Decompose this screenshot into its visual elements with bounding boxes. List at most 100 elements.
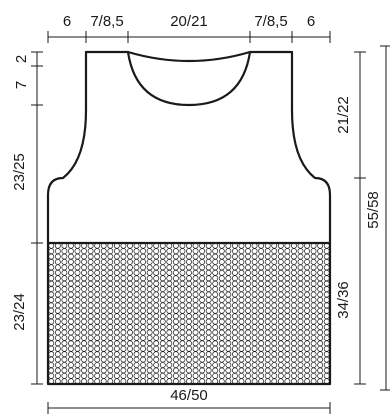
stitch-cell bbox=[251, 291, 258, 298]
stitch-cell bbox=[231, 280, 238, 287]
stitch-cell bbox=[186, 356, 192, 363]
stitch-cell bbox=[205, 372, 212, 379]
stitch-cell bbox=[166, 291, 173, 298]
stitch-cell bbox=[192, 345, 199, 352]
stitch-cell bbox=[107, 356, 114, 363]
stitch-cell bbox=[94, 286, 101, 293]
stitch-cell bbox=[153, 269, 160, 276]
stitch-cell bbox=[238, 329, 245, 336]
stitch-cell bbox=[87, 259, 94, 265]
stitch-cell bbox=[304, 345, 310, 352]
stitch-cell bbox=[107, 253, 114, 260]
stitch-cell bbox=[107, 269, 114, 276]
stitch-cell bbox=[218, 324, 225, 330]
stitch-cell bbox=[186, 264, 192, 271]
stitch-cell bbox=[297, 340, 304, 347]
stitch-cell bbox=[166, 259, 173, 265]
stitch-cell bbox=[212, 248, 219, 255]
stitch-cell bbox=[68, 259, 74, 265]
stitch-cell bbox=[166, 334, 173, 341]
stitch-cell bbox=[231, 297, 238, 303]
stitch-cell bbox=[159, 318, 166, 325]
stitch-cell bbox=[48, 324, 55, 330]
stitch-cell bbox=[212, 318, 219, 325]
stitch-cell bbox=[100, 280, 107, 287]
stitch-cell bbox=[81, 259, 87, 265]
stitch-cell bbox=[159, 302, 166, 309]
stitch-cell bbox=[146, 269, 153, 276]
stitch-cell bbox=[317, 307, 324, 314]
stitch-cell bbox=[186, 302, 192, 309]
stitch-cell bbox=[310, 318, 317, 325]
stitch-cell bbox=[251, 351, 258, 358]
stitch-cell bbox=[74, 280, 81, 287]
stitch-cell bbox=[68, 340, 74, 347]
stitch-cell bbox=[68, 302, 74, 309]
stitch-cell bbox=[81, 351, 87, 358]
stitch-cell bbox=[271, 297, 278, 303]
stitch-cell bbox=[74, 329, 81, 336]
stitch-cell bbox=[81, 329, 87, 336]
stitch-cell bbox=[100, 307, 107, 314]
stitch-cell bbox=[179, 302, 186, 309]
stitch-cell bbox=[245, 297, 251, 303]
stitch-cell bbox=[113, 253, 120, 260]
stitch-cell bbox=[127, 280, 133, 287]
stitch-cell bbox=[48, 259, 55, 265]
stitch-cell bbox=[291, 302, 297, 309]
stitch-cell bbox=[238, 264, 245, 271]
stitch-cell bbox=[74, 367, 81, 374]
stitch-cell bbox=[277, 291, 284, 298]
stitch-cell bbox=[48, 334, 55, 341]
stitch-cell bbox=[61, 345, 68, 352]
stitch-cell bbox=[192, 351, 199, 358]
stitch-cell bbox=[205, 318, 212, 325]
stitch-cell bbox=[277, 275, 284, 282]
stitch-cell bbox=[212, 307, 219, 314]
stitch-cell bbox=[87, 345, 94, 352]
stitch-cell bbox=[192, 362, 199, 368]
stitch-cell bbox=[231, 340, 238, 347]
stitch-cell bbox=[225, 345, 232, 352]
stitch-cell bbox=[186, 345, 192, 352]
stitch-cell bbox=[153, 372, 160, 379]
stitch-cell bbox=[61, 362, 68, 368]
stitch-cell bbox=[238, 280, 245, 287]
stitch-cell bbox=[245, 334, 251, 341]
stitch-cell bbox=[205, 307, 212, 314]
bottom-dimension-line bbox=[47, 402, 331, 414]
stitch-cell bbox=[186, 275, 192, 282]
stitch-cell bbox=[172, 286, 179, 293]
stitch-cell bbox=[120, 367, 127, 374]
stitch-cell bbox=[291, 297, 297, 303]
stitch-cell bbox=[87, 280, 94, 287]
stitch-cell bbox=[310, 313, 317, 320]
stitch-cell bbox=[271, 329, 278, 336]
stitch-cell bbox=[100, 275, 107, 282]
stitch-cell bbox=[133, 269, 140, 276]
stitch-cell bbox=[218, 253, 225, 260]
stitch-cell bbox=[74, 313, 81, 320]
stitch-cell bbox=[81, 318, 87, 325]
stitch-cell bbox=[54, 362, 61, 368]
stitch-cell bbox=[87, 324, 94, 330]
stitch-cell bbox=[87, 264, 94, 271]
stitch-cell bbox=[87, 367, 94, 374]
stitch-cell bbox=[205, 264, 212, 271]
stitch-cell bbox=[94, 329, 101, 336]
stitch-cell bbox=[172, 307, 179, 314]
stitch-cell bbox=[133, 286, 140, 293]
stitch-cell bbox=[218, 259, 225, 265]
stitch-cell bbox=[199, 334, 206, 341]
stitch-cell bbox=[231, 307, 238, 314]
label-right-armhole: 21/22 bbox=[335, 96, 352, 134]
stitch-cell bbox=[231, 367, 238, 374]
stitch-cell bbox=[61, 324, 68, 330]
stitch-cell bbox=[74, 275, 81, 282]
stitch-cell bbox=[133, 280, 140, 287]
stitch-cell bbox=[277, 297, 284, 303]
stitch-cell bbox=[310, 302, 317, 309]
stitch-cell bbox=[100, 351, 107, 358]
stitch-cell bbox=[205, 269, 212, 276]
stitch-cell bbox=[323, 280, 330, 287]
